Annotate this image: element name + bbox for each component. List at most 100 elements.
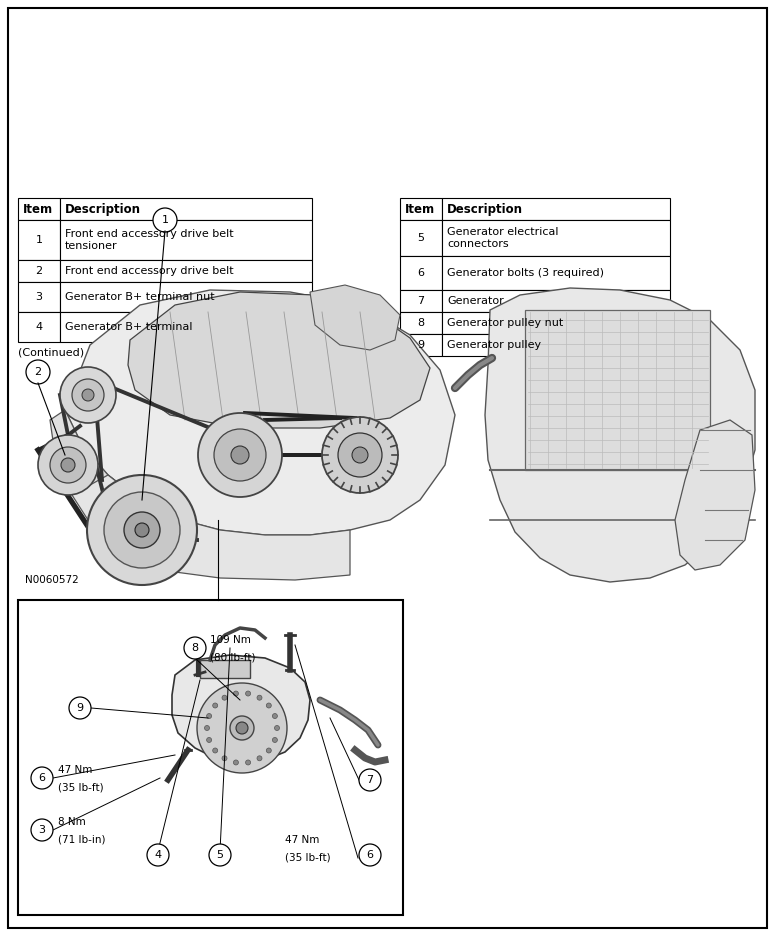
Text: 4: 4 [36,322,43,332]
Bar [18,220,60,260]
Text: Item: Item [405,203,435,216]
Text: 2: 2 [34,367,42,377]
Circle shape [209,844,231,866]
Circle shape [212,748,218,753]
Text: 5: 5 [216,850,223,860]
Circle shape [184,637,206,659]
Text: 3: 3 [36,292,43,302]
Circle shape [233,760,239,765]
Text: 4: 4 [154,850,161,860]
Text: 8: 8 [418,318,425,328]
Circle shape [267,703,271,708]
Circle shape [274,725,280,731]
Text: Front end accessory drive belt
tensioner: Front end accessory drive belt tensioner [65,229,233,251]
Text: Description: Description [447,203,523,216]
Circle shape [31,767,53,789]
Bar [200,660,250,678]
Polygon shape [675,420,755,570]
Text: (80 lb-ft): (80 lb-ft) [210,652,256,662]
Text: Generator electrical
connectors: Generator electrical connectors [447,227,559,249]
Text: Generator pulley nut: Generator pulley nut [447,318,563,328]
Circle shape [87,475,197,585]
Text: 9: 9 [418,340,425,350]
Text: 6: 6 [418,268,425,278]
Text: (35 lb-ft): (35 lb-ft) [285,852,331,862]
Circle shape [72,379,104,411]
Bar [442,334,670,356]
Bar [400,312,442,334]
Text: Front end accessory drive belt: Front end accessory drive belt [65,266,233,276]
Bar [442,312,670,334]
Text: 8 Nm: 8 Nm [58,817,86,827]
Polygon shape [485,288,755,582]
Text: 6: 6 [39,773,46,783]
Circle shape [135,523,149,537]
Circle shape [31,819,53,841]
Polygon shape [310,285,400,350]
Circle shape [272,714,277,719]
Circle shape [50,447,86,483]
Text: N0060572: N0060572 [25,575,79,585]
Circle shape [197,683,287,773]
Bar [18,600,403,915]
Circle shape [322,417,398,493]
Text: 7: 7 [418,296,425,306]
Polygon shape [50,410,140,555]
Text: 5: 5 [418,233,425,243]
Circle shape [352,447,368,463]
Text: 47 Nm: 47 Nm [58,765,92,775]
Circle shape [257,756,262,761]
Text: (Continued): (Continued) [18,347,84,357]
Polygon shape [172,655,310,762]
Circle shape [246,691,250,696]
Bar [60,282,312,312]
Circle shape [124,512,160,548]
Bar [442,220,670,256]
Text: Generator pulley: Generator pulley [447,340,541,350]
Text: 3: 3 [39,825,46,835]
Circle shape [205,725,209,731]
Text: 109 Nm: 109 Nm [210,635,251,645]
Text: 1: 1 [161,215,168,225]
Circle shape [60,367,116,423]
Bar [442,198,670,220]
Circle shape [231,446,249,464]
Text: 8: 8 [191,643,198,653]
Text: (71 lb-in): (71 lb-in) [58,834,105,844]
Circle shape [222,756,227,761]
Circle shape [104,492,180,568]
Circle shape [214,429,266,481]
Circle shape [359,769,381,791]
Bar [400,290,442,312]
Circle shape [153,208,177,232]
Bar [18,198,60,220]
Circle shape [222,695,227,700]
Bar [18,260,60,282]
Text: 7: 7 [367,775,374,785]
Text: 47 Nm: 47 Nm [285,835,319,845]
Circle shape [147,844,169,866]
Circle shape [26,360,50,384]
Text: 1: 1 [36,235,43,245]
Bar [18,312,60,342]
Circle shape [198,413,282,497]
Circle shape [257,695,262,700]
Circle shape [38,435,98,495]
Circle shape [246,760,250,765]
Bar [60,198,312,220]
Circle shape [236,722,248,734]
Bar [400,198,442,220]
Polygon shape [72,475,350,580]
Text: 9: 9 [77,703,84,713]
Bar [18,282,60,312]
Circle shape [69,697,91,719]
Polygon shape [128,292,430,428]
Bar [60,220,312,260]
Text: (35 lb-ft): (35 lb-ft) [58,782,104,792]
Circle shape [207,737,212,743]
Bar [442,290,670,312]
Bar [400,220,442,256]
Bar [60,260,312,282]
Circle shape [207,714,212,719]
Polygon shape [65,290,455,535]
